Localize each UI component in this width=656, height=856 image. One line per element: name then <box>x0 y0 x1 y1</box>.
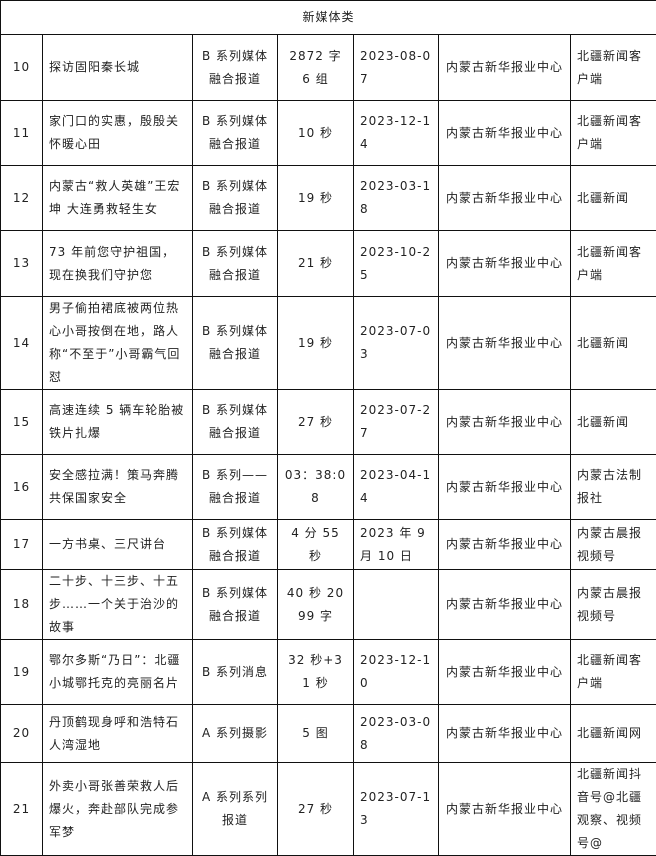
entry-type: A 系列系列报道 <box>193 763 278 856</box>
entry-length: 2872 字 6 组 <box>278 35 354 101</box>
section-title: 新媒体类 <box>1 1 656 35</box>
entry-number: 11 <box>1 101 43 166</box>
entry-publisher: 内蒙古法制报社 <box>571 455 656 520</box>
entry-type: B 系列媒体融合报道 <box>193 231 278 297</box>
entry-number: 20 <box>1 705 43 763</box>
entry-number: 17 <box>1 520 43 570</box>
entry-date: 2023-04-14 <box>354 455 439 520</box>
entry-unit: 内蒙古新华报业中心 <box>439 35 571 101</box>
entry-publisher: 北疆新闻 <box>571 166 656 231</box>
entry-length: 32 秒+31 秒 <box>278 640 354 705</box>
entry-unit: 内蒙古新华报业中心 <box>439 763 571 856</box>
entry-length: 5 图 <box>278 705 354 763</box>
entry-title: 73 年前您守护祖国，现在换我们守护您 <box>43 231 193 297</box>
entry-publisher: 北疆新闻客户端 <box>571 101 656 166</box>
entry-date: 2023-03-18 <box>354 166 439 231</box>
entry-number: 13 <box>1 231 43 297</box>
entry-title: 二十步、十三步、十五步……一个关于治沙的故事 <box>43 570 193 640</box>
entry-unit: 内蒙古新华报业中心 <box>439 166 571 231</box>
entry-unit: 内蒙古新华报业中心 <box>439 640 571 705</box>
entry-number: 10 <box>1 35 43 101</box>
entry-number: 15 <box>1 390 43 455</box>
entry-number: 14 <box>1 297 43 390</box>
entry-type: B 系列媒体融合报道 <box>193 390 278 455</box>
entry-publisher: 北疆新闻客户端 <box>571 231 656 297</box>
entry-type: B 系列——融合报道 <box>193 455 278 520</box>
entry-title: 探访固阳秦长城 <box>43 35 193 101</box>
entry-unit: 内蒙古新华报业中心 <box>439 101 571 166</box>
entry-title: 丹顶鹤现身呼和浩特石人湾湿地 <box>43 705 193 763</box>
entry-length: 27 秒 <box>278 390 354 455</box>
entry-date: 2023-03-08 <box>354 705 439 763</box>
entry-title: 高速连续 5 辆车轮胎被铁片扎爆 <box>43 390 193 455</box>
entry-length: 03：38:08 <box>278 455 354 520</box>
entry-unit: 内蒙古新华报业中心 <box>439 455 571 520</box>
entry-date: 2023-12-14 <box>354 101 439 166</box>
entry-date: 2023-07-03 <box>354 297 439 390</box>
entry-title: 一方书桌、三尺讲台 <box>43 520 193 570</box>
entry-length: 10 秒 <box>278 101 354 166</box>
entry-number: 12 <box>1 166 43 231</box>
entry-publisher: 北疆新闻网 <box>571 705 656 763</box>
entry-type: B 系列消息 <box>193 640 278 705</box>
entry-length: 4 分 55 秒 <box>278 520 354 570</box>
entry-title: 安全感拉满！策马奔腾共保国家安全 <box>43 455 193 520</box>
entry-title: 外卖小哥张善荣救人后爆火，奔赴部队完成参军梦 <box>43 763 193 856</box>
entry-date <box>354 570 439 640</box>
entry-date: 2023 年 9 月 10 日 <box>354 520 439 570</box>
entry-publisher: 北疆新闻客户端 <box>571 640 656 705</box>
entry-title: 家门口的实惠，殷殷关怀暖心田 <box>43 101 193 166</box>
entry-type: B 系列媒体融合报道 <box>193 520 278 570</box>
entry-date: 2023-12-10 <box>354 640 439 705</box>
entry-number: 21 <box>1 763 43 856</box>
entry-title: 男子偷拍裙底被两位热心小哥按倒在地，路人称“不至于”小哥霸气回怼 <box>43 297 193 390</box>
entry-type: B 系列媒体融合报道 <box>193 166 278 231</box>
entry-publisher: 北疆新闻 <box>571 297 656 390</box>
entry-unit: 内蒙古新华报业中心 <box>439 297 571 390</box>
entry-publisher: 北疆新闻 <box>571 390 656 455</box>
entry-unit: 内蒙古新华报业中心 <box>439 231 571 297</box>
entry-length: 40 秒 2099 字 <box>278 570 354 640</box>
entry-length: 19 秒 <box>278 166 354 231</box>
entry-length: 19 秒 <box>278 297 354 390</box>
entry-date: 2023-07-27 <box>354 390 439 455</box>
entry-length: 27 秒 <box>278 763 354 856</box>
entry-unit: 内蒙古新华报业中心 <box>439 390 571 455</box>
entry-unit: 内蒙古新华报业中心 <box>439 520 571 570</box>
entry-date: 2023-10-25 <box>354 231 439 297</box>
entry-number: 16 <box>1 455 43 520</box>
entry-date: 2023-08-07 <box>354 35 439 101</box>
entry-length: 21 秒 <box>278 231 354 297</box>
entry-number: 19 <box>1 640 43 705</box>
entry-publisher: 北疆新闻客户端 <box>571 35 656 101</box>
entry-title: 内蒙古“救人英雄”王宏坤 大连勇救轻生女 <box>43 166 193 231</box>
entry-type: B 系列媒体融合报道 <box>193 297 278 390</box>
entry-type: B 系列媒体融合报道 <box>193 570 278 640</box>
entry-publisher: 内蒙古晨报视频号 <box>571 570 656 640</box>
entry-type: B 系列媒体融合报道 <box>193 101 278 166</box>
entry-unit: 内蒙古新华报业中心 <box>439 705 571 763</box>
entry-type: A 系列摄影 <box>193 705 278 763</box>
section-header-row: 新媒体类 <box>1 1 656 35</box>
entry-title: 鄂尔多斯“乃日”：北疆小城鄂托克的亮丽名片 <box>43 640 193 705</box>
entry-unit: 内蒙古新华报业中心 <box>439 570 571 640</box>
entry-publisher: 内蒙古晨报视频号 <box>571 520 656 570</box>
entry-type: B 系列媒体融合报道 <box>193 35 278 101</box>
entry-date: 2023-07-13 <box>354 763 439 856</box>
entry-publisher: 北疆新闻抖音号@北疆观察、视频号@ <box>571 763 656 856</box>
entry-number: 18 <box>1 570 43 640</box>
